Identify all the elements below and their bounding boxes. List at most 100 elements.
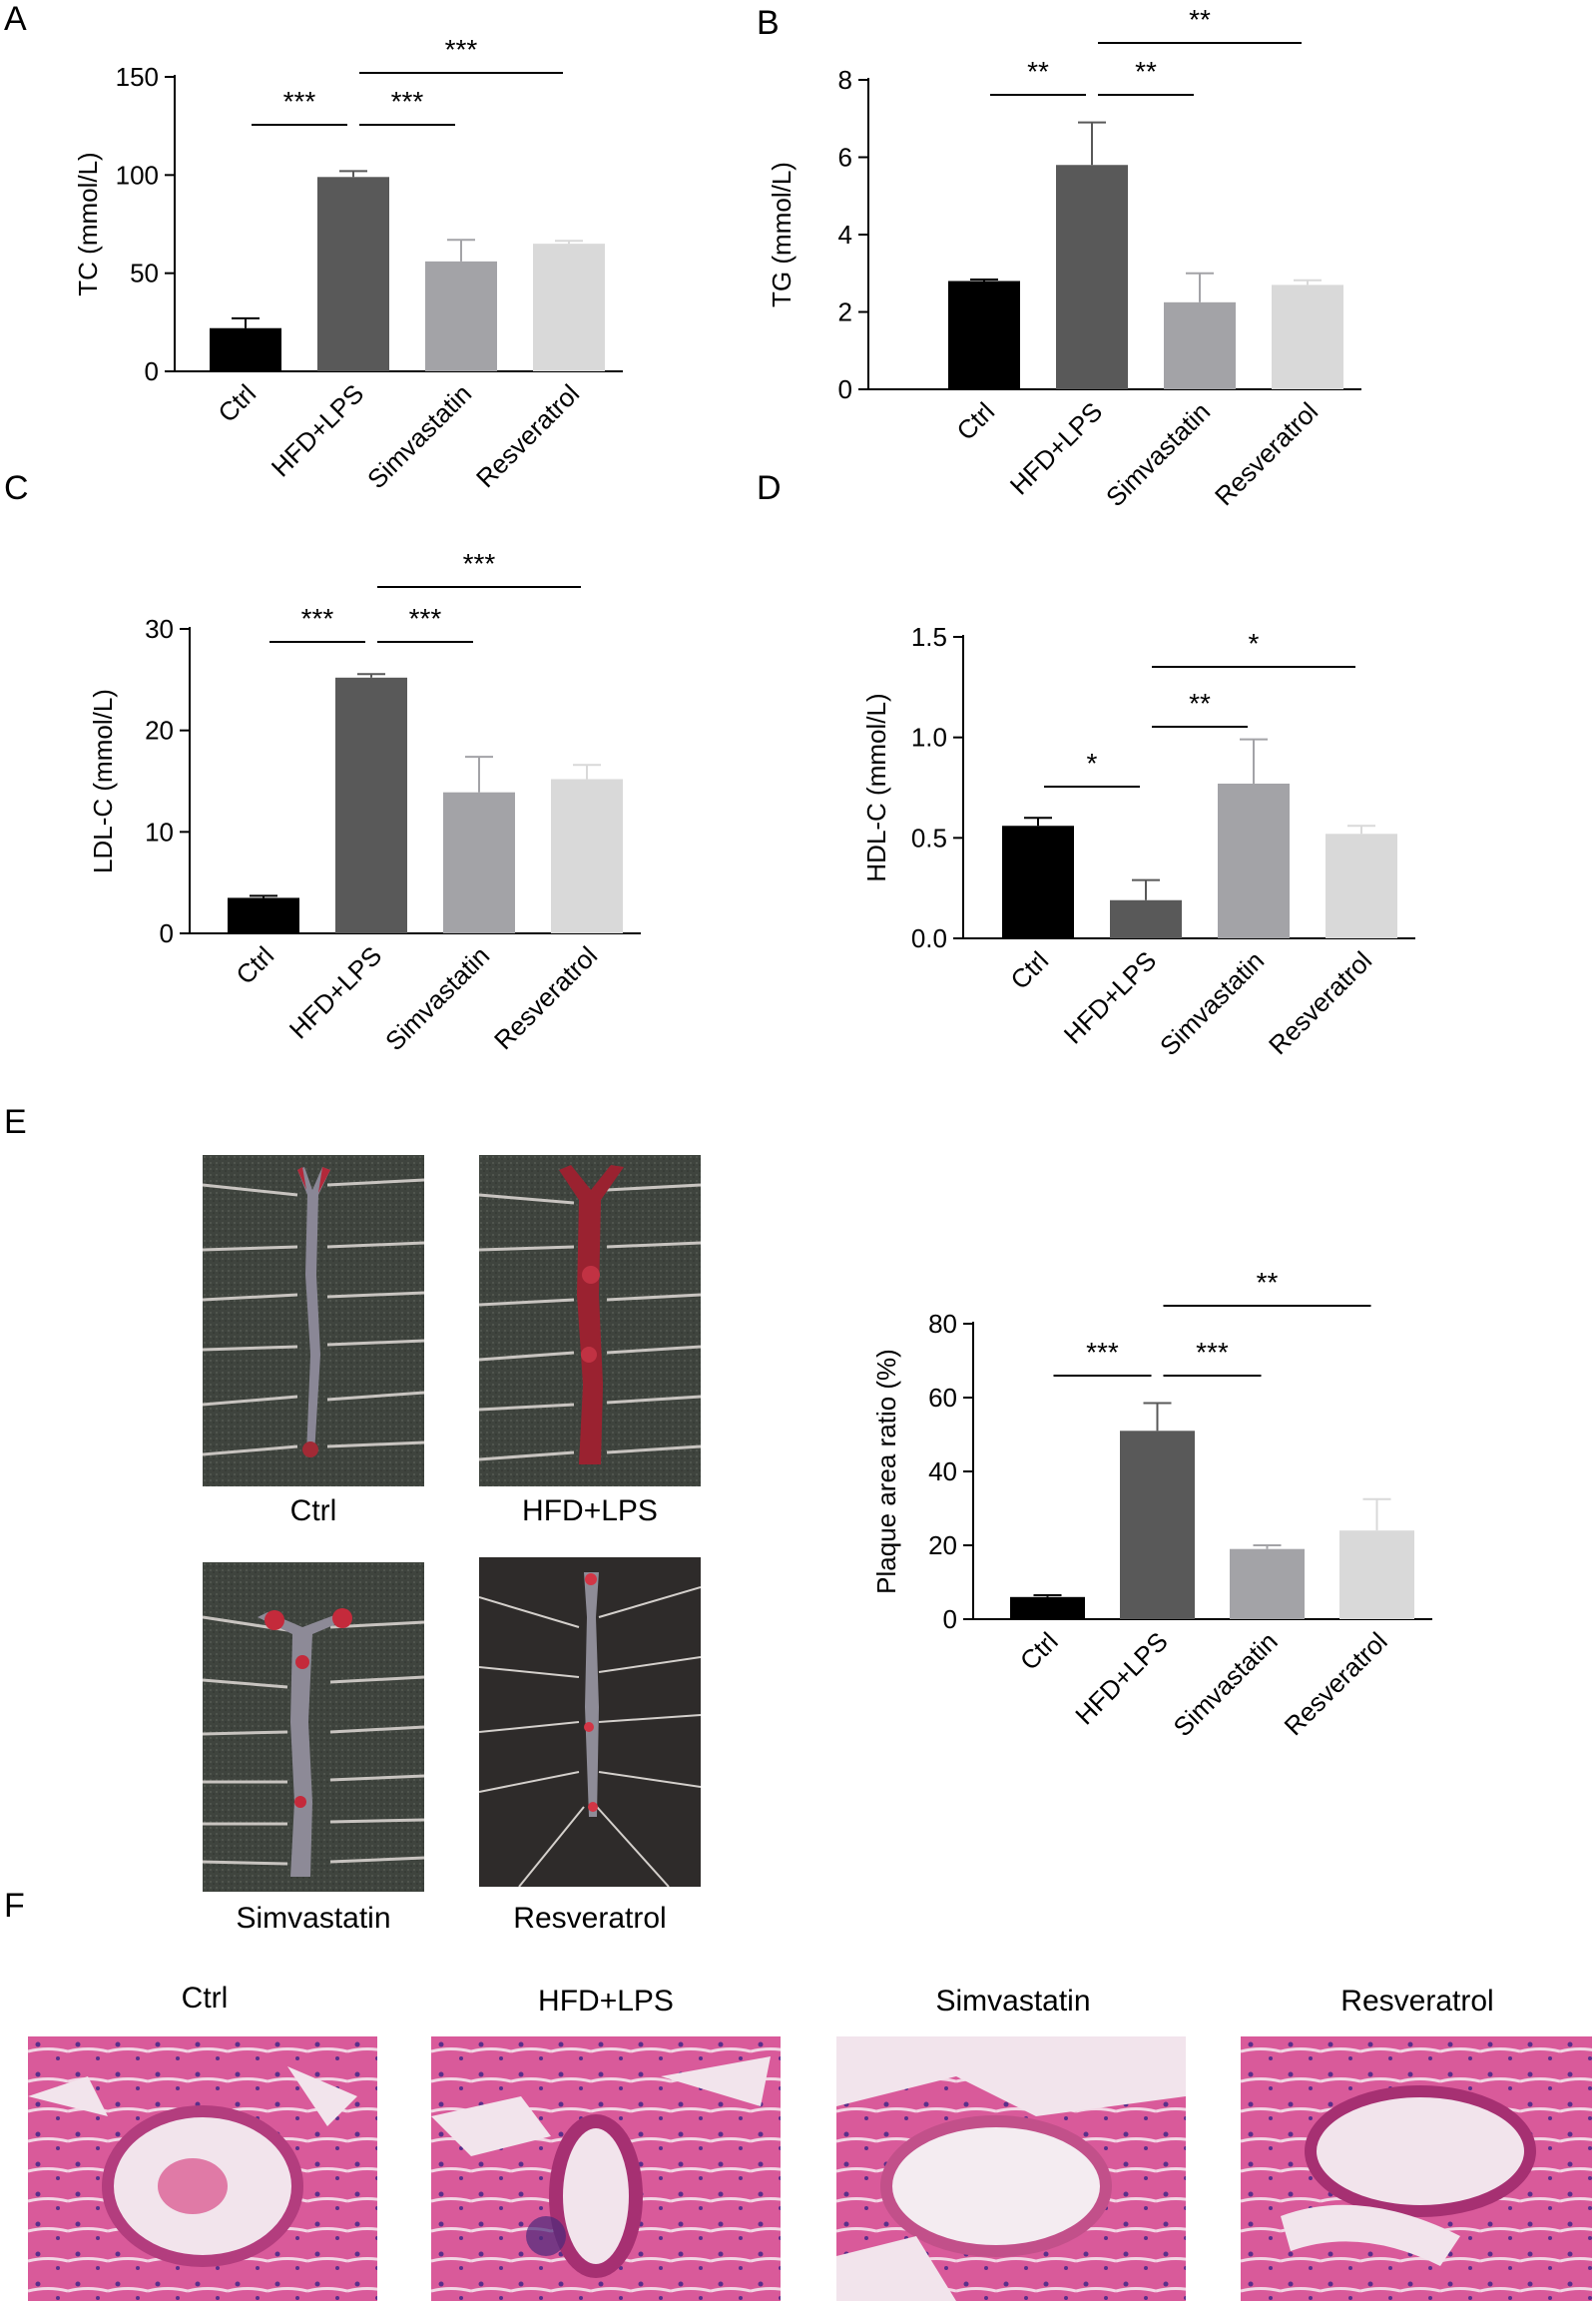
- y-tick-label: 0: [145, 356, 159, 386]
- y-axis-label: TC (mmol/L): [73, 152, 103, 295]
- caption-f-ctrl: Ctrl: [181, 1982, 229, 2015]
- panel-label-b: B: [757, 4, 780, 42]
- caption-e-hfd-lps: HFD+LPS: [522, 1494, 658, 1527]
- significance-label: **: [1135, 56, 1157, 87]
- x-tick-label: Ctrl: [950, 396, 1000, 446]
- panel-label-a: A: [4, 0, 27, 38]
- y-tick-label: 1.0: [911, 723, 947, 753]
- y-axis-label: HDL-C (mmol/L): [861, 693, 891, 881]
- significance-label: ***: [1196, 1337, 1229, 1368]
- significance-label: **: [1027, 56, 1049, 87]
- significance-label: ***: [283, 86, 316, 117]
- x-tick-label: HFD+LPS: [1058, 945, 1162, 1049]
- y-tick-label: 20: [928, 1530, 957, 1560]
- significance-label: ***: [409, 603, 442, 634]
- y-tick-label: 1.5: [911, 622, 947, 652]
- y-tick-label: 80: [928, 1309, 957, 1339]
- y-tick-label: 0: [160, 918, 174, 948]
- x-tick-label: Resveratrol: [488, 940, 603, 1055]
- significance-label: ***: [391, 86, 424, 117]
- x-tick-label: Resveratrol: [1279, 1626, 1393, 1741]
- significance-label: ***: [1086, 1337, 1119, 1368]
- aorta-photo-ctrl: [203, 1155, 424, 1486]
- x-tick-label: Simvastatin: [1100, 396, 1216, 512]
- y-tick-label: 0: [838, 374, 852, 404]
- significance-label: ***: [301, 603, 334, 634]
- significance-label: **: [1189, 688, 1211, 719]
- panel-label-f: F: [4, 1887, 25, 1925]
- y-tick-label: 20: [145, 716, 174, 746]
- aorta-photo-hfd-lps: [479, 1155, 701, 1486]
- significance-label: **: [1257, 1267, 1279, 1298]
- y-axis-label: LDL-C (mmol/L): [88, 689, 118, 873]
- bar-resveratrol: [1326, 834, 1397, 938]
- x-tick-label: Ctrl: [1004, 945, 1054, 995]
- bar-ctrl: [210, 327, 281, 371]
- significance-label: *: [1249, 628, 1260, 659]
- x-tick-label: Simvastatin: [379, 940, 495, 1056]
- chart-ldl: 0 10 20 30 LDL-C (mmol/L) Ctrl HFD+LPSSimvasta…: [88, 548, 641, 1056]
- x-tick-label: Resveratrol: [470, 378, 585, 493]
- bar-hfd-lps: [335, 677, 407, 933]
- chart-tc: 0 50 100 150 TC (mmol/L) Ctrl HFD+LPSSimvastat…: [73, 34, 623, 494]
- y-tick-label: 0.0: [911, 923, 947, 953]
- panel-label-c: C: [4, 469, 29, 507]
- y-tick-label: 60: [928, 1383, 957, 1413]
- y-tick-label: 0.5: [911, 823, 947, 853]
- x-tick-label: HFD+LPS: [266, 378, 369, 482]
- chart-plaque: 0 20 40 60 80 Plaque area ratio (%) Ctrl HFD+LP…: [871, 1267, 1432, 1742]
- aorta-photo-resveratrol: [479, 1557, 701, 1887]
- bar-ctrl: [948, 281, 1020, 389]
- bar-simvastatin: [443, 792, 515, 933]
- bar-simvastatin: [425, 261, 497, 371]
- histology-ctrl: [28, 2036, 377, 2301]
- x-tick-label: Simvastatin: [1168, 1626, 1284, 1742]
- histology-resveratrol: [1241, 2036, 1592, 2301]
- y-tick-label: 40: [928, 1456, 957, 1486]
- bar-resveratrol: [551, 779, 623, 933]
- bar-simvastatin: [1218, 783, 1290, 938]
- bar-simvastatin: [1164, 301, 1236, 389]
- caption-e-ctrl: Ctrl: [289, 1494, 337, 1527]
- significance-label: ***: [463, 548, 496, 579]
- bar-hfd-lps: [1120, 1431, 1195, 1619]
- y-axis-label: Plaque area ratio (%): [871, 1349, 901, 1594]
- bar-ctrl: [1002, 826, 1074, 938]
- y-tick-label: 10: [145, 817, 174, 847]
- histology-hfd-lps: [431, 2036, 781, 2301]
- x-tick-label: Ctrl: [1014, 1626, 1064, 1676]
- y-tick-label: 50: [130, 259, 159, 288]
- x-tick-label: HFD+LPS: [283, 940, 387, 1044]
- bar-ctrl: [1010, 1596, 1085, 1619]
- x-tick-label: Ctrl: [212, 378, 262, 428]
- caption-f-hfd-lps: HFD+LPS: [538, 1985, 674, 2017]
- panel-label-d: D: [757, 469, 782, 507]
- bar-ctrl: [228, 897, 299, 933]
- x-tick-label: Resveratrol: [1209, 396, 1324, 511]
- chart-hdl: 0.0 0.5 1.0 1.5 HDL-C (mmol/L) Ctrl HFD+LPSSim…: [861, 622, 1415, 1061]
- y-axis-label: TG (mmol/L): [767, 162, 797, 307]
- significance-label: *: [1087, 748, 1098, 779]
- y-tick-label: 30: [145, 614, 174, 644]
- bar-hfd-lps: [1110, 899, 1182, 938]
- x-tick-label: Resveratrol: [1263, 945, 1377, 1060]
- x-tick-label: Ctrl: [230, 940, 279, 990]
- y-tick-label: 4: [838, 220, 852, 250]
- bar-resveratrol: [1339, 1530, 1414, 1619]
- caption-f-simvastatin: Simvastatin: [935, 1985, 1091, 2017]
- x-tick-label: Simvastatin: [1154, 945, 1270, 1061]
- panel-label-e: E: [4, 1103, 27, 1141]
- caption-e-simvastatin: Simvastatin: [236, 1902, 391, 1935]
- y-tick-label: 0: [943, 1604, 957, 1634]
- bar-resveratrol: [1272, 285, 1343, 389]
- bar-hfd-lps: [1056, 165, 1128, 389]
- x-tick-label: HFD+LPS: [1004, 396, 1108, 500]
- caption-e-resveratrol: Resveratrol: [513, 1902, 667, 1935]
- chart-tg: 0 2 4 6 8 TG (mmol/L) Ctrl HFD+LPSSimvastatinRe…: [767, 4, 1361, 512]
- y-tick-label: 150: [116, 62, 159, 92]
- histology-simvastatin: [836, 2036, 1186, 2301]
- bar-simvastatin: [1230, 1548, 1305, 1619]
- y-tick-label: 8: [838, 65, 852, 95]
- y-tick-label: 100: [116, 160, 159, 190]
- significance-label: ***: [445, 34, 478, 65]
